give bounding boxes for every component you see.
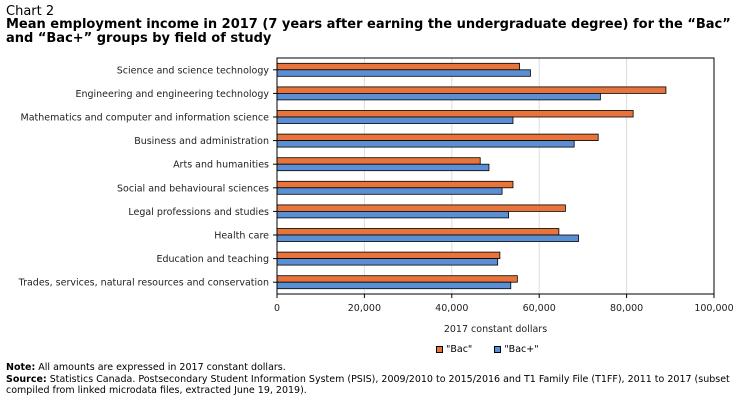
bar-bac	[276, 228, 560, 236]
category-label: Engineering and engineering technology	[75, 89, 269, 100]
plot-frame	[276, 57, 715, 295]
note-line: Note: All amounts are expressed in 2017 …	[6, 362, 744, 374]
x-tick-label: 40,000	[435, 303, 468, 314]
legend-item-bac: "Bac"	[436, 344, 472, 355]
legend-item-bac-plus: "Bac+"	[494, 344, 539, 355]
x-tick-label: 0	[274, 303, 280, 314]
bar-bac-plus	[276, 140, 575, 148]
x-tick-label: 60,000	[523, 303, 556, 314]
bar-bac-plus	[276, 234, 579, 242]
legend: "Bac" "Bac+"	[436, 344, 539, 355]
category-label: Business and administration	[134, 136, 269, 147]
bar-bac	[276, 180, 514, 189]
category-label: Science and science technology	[117, 65, 270, 76]
note-label: Note:	[6, 362, 36, 373]
x-tick-label: 80,000	[610, 303, 643, 314]
category-label: Social and behavioural sciences	[117, 183, 269, 194]
footnotes: Note: All amounts are expressed in 2017 …	[6, 362, 744, 397]
bar-bac	[276, 86, 667, 94]
bar-bac	[276, 275, 518, 283]
category-label: Legal professions and studies	[128, 207, 269, 218]
category-label: Arts and humanities	[173, 160, 269, 171]
bar-bac	[276, 62, 520, 71]
chart-number: Chart 2	[6, 4, 55, 19]
legend-swatch-bac	[436, 346, 443, 353]
bar-bac	[276, 204, 566, 212]
bar-bac	[276, 110, 634, 118]
bar-bac-plus	[276, 187, 503, 195]
x-axis-title: 2017 constant dollars	[444, 324, 547, 335]
bar-bac-plus	[276, 258, 499, 266]
bar-bac	[276, 133, 599, 142]
source-label: Source:	[6, 373, 47, 385]
bar-bac-plus	[276, 93, 601, 101]
legend-label-bac-plus: "Bac+"	[504, 344, 539, 355]
bar-bac-plus	[276, 69, 531, 77]
x-tick-label: 100,000	[694, 303, 733, 314]
category-label: Education and teaching	[156, 254, 269, 265]
bar-bac-plus	[276, 163, 490, 172]
source-line: Source: Statistics Canada. Postsecondary…	[6, 374, 744, 397]
bar-bac	[276, 251, 501, 260]
bar-bac-plus	[276, 210, 510, 219]
chart-title: Mean employment income in 2017 (7 years …	[6, 17, 731, 46]
x-tick-label: 20,000	[348, 303, 381, 314]
bar-bac-plus	[276, 281, 512, 290]
category-label: Health care	[214, 231, 269, 242]
legend-label-bac: "Bac"	[446, 344, 473, 355]
bar-bac-plus	[276, 116, 514, 124]
source-text: Statistics Canada. Postsecondary Student…	[6, 373, 730, 397]
category-label: Trades, services, natural resources and …	[18, 278, 269, 289]
note-text: All amounts are expressed in 2017 consta…	[35, 362, 286, 373]
legend-swatch-bac-plus	[494, 346, 502, 353]
bar-bac	[276, 157, 481, 165]
category-label: Mathematics and computer and information…	[21, 113, 270, 124]
